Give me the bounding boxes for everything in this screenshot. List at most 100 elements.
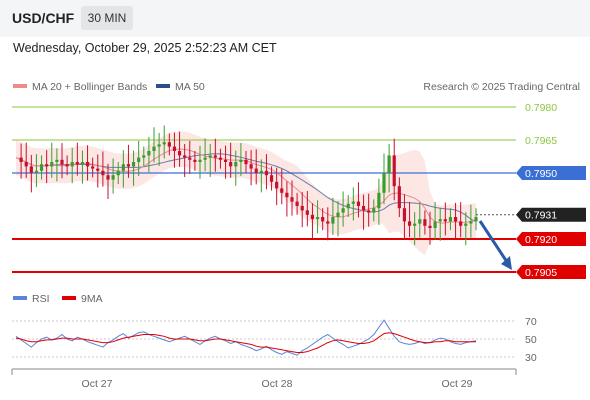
candle — [464, 212, 468, 246]
rsi-tick-70: 70 — [525, 316, 537, 328]
candle-body — [126, 164, 131, 167]
candle — [147, 136, 151, 173]
candle-body — [91, 166, 95, 169]
level-tag-0.7950: 0.7950 — [525, 168, 557, 180]
level-lines — [12, 106, 516, 273]
candle-body — [300, 206, 304, 211]
main-legend: MA 20 + Bollinger Bands MA 50 Research ©… — [13, 81, 580, 93]
candle — [121, 150, 125, 188]
candle-body — [321, 217, 325, 222]
symbol-label: USD/CHF — [12, 10, 75, 26]
candle — [331, 197, 335, 236]
bollinger-band-area — [16, 131, 476, 256]
candle — [392, 138, 396, 201]
candle — [402, 194, 407, 239]
candle-body — [50, 162, 54, 167]
candle — [418, 202, 422, 238]
candle-body — [280, 188, 284, 193]
candle-body — [254, 168, 258, 173]
candle-body — [34, 170, 39, 173]
candle — [290, 180, 294, 216]
candle-body — [249, 164, 253, 169]
candle-body — [244, 159, 248, 165]
candle — [438, 207, 442, 241]
candle — [126, 144, 131, 178]
candle — [234, 150, 238, 186]
candle-body — [259, 170, 263, 173]
candle-body — [418, 219, 422, 224]
candle — [19, 143, 23, 179]
level-tag-0.7920: 0.7920 — [525, 234, 557, 246]
candle — [101, 151, 105, 187]
candle — [305, 191, 309, 227]
timeframe-button[interactable]: 30 MIN — [81, 6, 133, 30]
rsi-legend-swatch — [13, 296, 27, 300]
candle — [55, 148, 59, 182]
candle-body — [157, 144, 161, 147]
candle-body — [361, 206, 366, 211]
candle-body — [413, 223, 417, 226]
candle-body — [218, 157, 223, 160]
candle-body — [131, 162, 136, 167]
candle — [177, 131, 182, 167]
candle-body — [70, 162, 74, 167]
candle — [91, 157, 95, 178]
candle — [341, 191, 345, 227]
level-tag-bg-2 — [516, 166, 586, 180]
candle-body — [85, 162, 90, 167]
candle-body — [167, 142, 171, 147]
candle-body — [19, 157, 23, 162]
candle-body — [469, 221, 473, 224]
candle — [111, 158, 115, 194]
candle — [172, 132, 177, 168]
candle — [208, 143, 212, 177]
candle — [198, 145, 202, 179]
candle-body — [75, 162, 79, 165]
forecast-arrow — [478, 220, 512, 270]
candle-body — [80, 162, 85, 165]
candle-body — [183, 155, 187, 158]
rsi-legend-label: RSI — [32, 293, 50, 305]
candle-body — [372, 208, 376, 213]
candle — [310, 203, 315, 239]
candle — [259, 159, 263, 193]
candle — [188, 140, 192, 174]
candle — [75, 142, 79, 176]
candle — [193, 151, 197, 171]
candle-body — [45, 164, 49, 167]
candle — [453, 202, 458, 239]
candle-body — [382, 173, 386, 193]
candle-body — [101, 170, 105, 176]
candle-body — [397, 186, 401, 209]
candle — [269, 166, 274, 191]
candle-body — [234, 162, 238, 167]
candle — [336, 201, 340, 237]
candle-body — [39, 164, 44, 171]
candle-body — [336, 212, 340, 217]
candle-body — [55, 159, 59, 162]
ma9-legend-swatch — [62, 296, 76, 300]
candle — [356, 182, 361, 218]
candle-body — [198, 159, 202, 162]
candle-body — [367, 210, 371, 213]
candle — [167, 133, 171, 156]
candle — [80, 150, 85, 184]
rsi-legend: RSI 9MA — [13, 293, 103, 305]
candle — [85, 145, 90, 181]
candle-body — [223, 159, 228, 162]
candle-body — [208, 155, 212, 158]
candle-body — [60, 159, 64, 165]
candle-body — [331, 217, 335, 224]
candle — [474, 208, 478, 231]
candle-body — [111, 175, 115, 180]
candle — [116, 162, 120, 184]
candle-body — [65, 164, 69, 167]
candle — [203, 138, 207, 172]
candle-body — [24, 162, 28, 167]
candle — [65, 155, 69, 176]
ma50-legend-swatch — [156, 84, 170, 88]
candle — [229, 142, 233, 178]
candle-body — [121, 164, 125, 171]
ma20-legend-swatch — [13, 84, 27, 88]
candle — [39, 155, 44, 180]
